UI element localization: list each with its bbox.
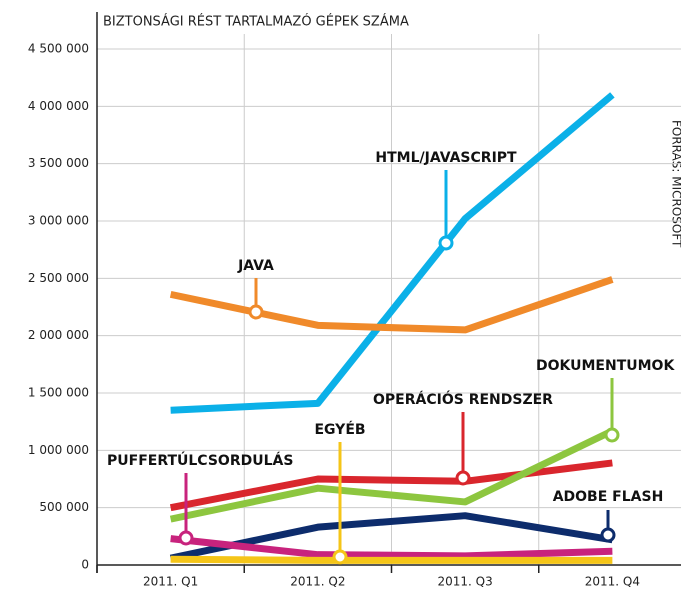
y-tick-label: 500 000 bbox=[39, 500, 89, 514]
leader-marker bbox=[438, 235, 454, 251]
leader-marker bbox=[455, 470, 471, 486]
series-line bbox=[170, 92, 615, 414]
series-label: HTML/JAVASCRIPT bbox=[375, 150, 517, 166]
series-line bbox=[169, 276, 614, 334]
source: FORRÁS: MICROSOFT bbox=[670, 120, 681, 248]
chart-title: BIZTONSÁGI RÉST TARTALMAZÓ GÉPEK SZÁMA bbox=[103, 14, 409, 30]
series-line bbox=[169, 512, 613, 562]
x-tick-label: 2011. Q2 bbox=[290, 575, 345, 589]
leader-marker bbox=[600, 527, 616, 543]
y-tick-label: 2 000 000 bbox=[28, 328, 89, 342]
leader-marker bbox=[604, 427, 620, 443]
y-tick-label: 0 bbox=[81, 558, 89, 572]
leader-marker bbox=[248, 304, 264, 320]
y-tick-label: 3 000 000 bbox=[28, 214, 89, 228]
leader-marker bbox=[178, 530, 194, 546]
y-tick-label: 1 500 000 bbox=[28, 386, 89, 400]
x-tick-label: 2011. Q3 bbox=[438, 575, 493, 589]
series-label: ADOBE FLASH bbox=[553, 489, 664, 505]
series-line bbox=[169, 427, 614, 523]
y-tick-label: 1 000 000 bbox=[28, 443, 89, 457]
y-tick-label: 4 000 000 bbox=[28, 99, 89, 113]
x-tick-label: 2011. Q4 bbox=[585, 575, 640, 589]
y-tick-label: 2 500 000 bbox=[28, 271, 89, 285]
series-line bbox=[170, 535, 613, 560]
y-tick-label: 3 500 000 bbox=[28, 156, 89, 170]
leader-marker bbox=[332, 549, 348, 565]
series-line bbox=[170, 555, 613, 564]
series-label: EGYÉB bbox=[314, 421, 365, 438]
series-label: OPERÁCIÓS RENDSZER bbox=[373, 390, 553, 408]
x-tick-label: 2011. Q1 bbox=[143, 575, 198, 589]
series-line bbox=[169, 459, 613, 512]
series-label: JAVA bbox=[237, 258, 274, 274]
series-label: DOKUMENTUMOK bbox=[536, 358, 675, 374]
y-tick-label: 4 500 000 bbox=[28, 42, 89, 56]
series-label: PUFFERTÚLCSORDULÁS bbox=[107, 451, 293, 469]
